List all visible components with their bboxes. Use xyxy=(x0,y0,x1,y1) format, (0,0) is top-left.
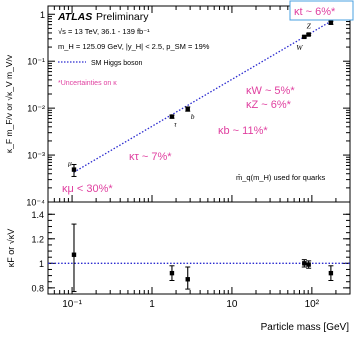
marker xyxy=(302,34,307,40)
bottom-y-tick-label: 1 xyxy=(39,259,44,269)
bottom-y-tick-label: 1.2 xyxy=(31,234,44,244)
marker xyxy=(169,114,175,119)
x-tick-label: 10² xyxy=(305,299,320,310)
kappa-mu-label: κμ < 30%* xyxy=(62,183,113,195)
uncertainties-note: *Uncertainties on κ xyxy=(58,80,117,87)
data-point-W xyxy=(301,259,307,268)
data-point-μ: μ xyxy=(68,159,77,177)
top-y-tick-label: 10⁻⁴ xyxy=(26,198,45,208)
legend-sm-label: SM Higgs boson xyxy=(91,60,142,67)
bottom-y-tick-label: 0.8 xyxy=(31,283,44,293)
bottom-y-tick-label: 1.4 xyxy=(31,210,44,220)
data-point-b: b xyxy=(185,106,195,121)
kappa-b-label: κb ~ 11%* xyxy=(218,125,268,137)
bottom-panel-frame xyxy=(47,201,351,295)
axes: 10⁻¹ 1 10 10² 10⁻⁴ 10⁻³ 10⁻² 10⁻¹ 1 0.8 1 1.2 1.4 xyxy=(26,6,351,310)
data-point-τ: τ xyxy=(169,114,177,129)
marker xyxy=(302,261,307,266)
mass-annotation: m_H = 125.09 GeV, |y_H| < 2.5, p_SM = 19… xyxy=(58,42,210,51)
kappa-tau-label: κτ ~ 7%* xyxy=(129,151,172,163)
energy-annotation: √s = 13 TeV, 36.1 - 139 fb⁻¹ xyxy=(58,27,150,36)
preliminary-label: Preliminary xyxy=(96,11,149,23)
x-axis-label: Particle mass [GeV] xyxy=(261,322,350,333)
kappa-z-label: κZ ~ 6%* xyxy=(246,99,292,111)
data-point-Z xyxy=(306,260,312,269)
marker xyxy=(306,262,311,267)
marker xyxy=(306,32,311,37)
top-y-tick-label: 1 xyxy=(40,10,45,20)
kappa-t-box xyxy=(289,0,354,21)
data-point-Z: Z xyxy=(306,22,312,37)
x-tick-label: 1 xyxy=(149,299,155,310)
sm-higgs-dotted-line xyxy=(73,20,332,173)
data-point-W: W xyxy=(296,34,307,52)
marker xyxy=(185,277,190,282)
point-label: Z xyxy=(307,22,312,31)
marker xyxy=(169,270,175,276)
marker xyxy=(328,270,334,276)
x-tick-label: 10⁻¹ xyxy=(62,299,82,310)
top-y-tick-label: 10⁻² xyxy=(27,104,45,114)
point-label: b xyxy=(191,112,195,121)
point-label: W xyxy=(296,43,303,52)
top-y-tick-label: 10⁻³ xyxy=(27,151,45,161)
x-tick-label: 10 xyxy=(226,299,238,310)
marker xyxy=(71,167,77,172)
data-point-b xyxy=(185,266,191,290)
top-y-tick-label: 10⁻¹ xyxy=(27,57,45,67)
bottom-y-axis-label: κF or √κV xyxy=(6,229,16,267)
marker xyxy=(71,252,77,257)
data-point-τ xyxy=(169,265,175,282)
kappa-t-label: κt ~ 6%* xyxy=(294,6,336,18)
top-y-axis-label: κ_F m_F/v or √κ_V m_V/v xyxy=(4,54,14,153)
marker xyxy=(185,106,190,112)
data-point-μ xyxy=(71,223,77,293)
atlas-label: ATLAS xyxy=(57,11,92,23)
kappa-w-label: κW ~ 5%* xyxy=(246,85,295,97)
quark-mass-note: m̄_q(m_H) used for quarks xyxy=(236,173,325,182)
point-label: τ xyxy=(174,120,177,129)
sm-higgs-line xyxy=(73,20,332,173)
data-point-t xyxy=(328,265,334,282)
point-label: μ xyxy=(68,159,72,168)
bottom-panel-points xyxy=(71,223,334,293)
marker xyxy=(328,20,334,25)
